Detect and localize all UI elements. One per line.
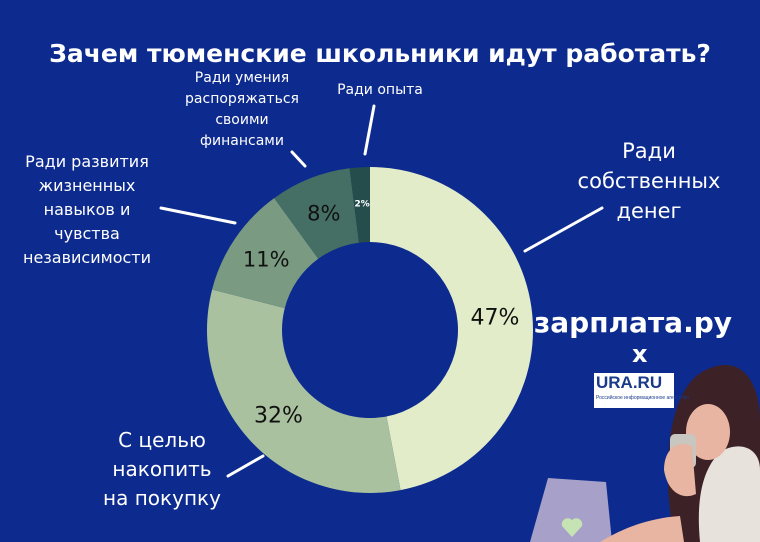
label-line: Ради умения bbox=[194, 70, 290, 86]
label-finances: Ради умения распоряжаться своими финанса… bbox=[172, 68, 312, 152]
label-life-skills: Ради развития жизненных навыков и чувств… bbox=[12, 150, 162, 270]
label-line: своими bbox=[215, 112, 269, 128]
pointer-own-money bbox=[523, 206, 604, 253]
value-label-life-skills: 11% bbox=[243, 247, 290, 271]
label-experience: Ради опыта bbox=[325, 80, 435, 100]
times-sign: x bbox=[632, 340, 648, 368]
label-line: независимости bbox=[22, 248, 151, 267]
illustration-person bbox=[530, 365, 760, 542]
label-line: Ради развития bbox=[25, 152, 149, 171]
ura-logo: URA.RU Российское информационное агентст… bbox=[594, 373, 689, 408]
pointer-save-for-purchase bbox=[226, 454, 265, 478]
value-label-finances: 8% bbox=[307, 201, 340, 225]
pointer-life-skills bbox=[159, 206, 237, 225]
slice-life-skills bbox=[212, 198, 319, 309]
label-line: навыков и bbox=[43, 200, 131, 219]
label-line: на покупку bbox=[103, 486, 221, 510]
label-line: жизненных bbox=[38, 176, 136, 195]
label-line: накопить bbox=[112, 457, 212, 481]
value-label-own-money: 47% bbox=[470, 306, 519, 331]
chart-title: Зачем тюменские школьники идут работать? bbox=[49, 38, 711, 68]
ura-logo-subtitle: Российское информационное агентство bbox=[596, 395, 689, 401]
value-label-save-for-purchase: 32% bbox=[254, 403, 303, 428]
label-line: Ради опыта bbox=[337, 82, 423, 98]
zarplata-logo-text: зарплата.ру bbox=[534, 306, 733, 339]
slice-finances bbox=[274, 168, 359, 259]
slice-own-money bbox=[370, 167, 534, 491]
zarplata-logo: зарплата.ру bbox=[534, 306, 732, 339]
label-save-for-purchase: С целью накопить на покупку bbox=[92, 426, 232, 513]
label-line: С целью bbox=[118, 428, 206, 452]
label-line: финансами bbox=[200, 133, 284, 149]
slice-save-for-purchase bbox=[207, 289, 401, 493]
label-line: распоряжаться bbox=[185, 91, 299, 107]
value-label-experience: 2% bbox=[354, 200, 369, 210]
label-line: собственных bbox=[577, 169, 721, 193]
pointer-experience bbox=[363, 104, 376, 156]
label-line: Ради bbox=[622, 139, 676, 163]
ura-logo-text: URA.RU bbox=[596, 373, 663, 392]
label-own-money: Ради собственных денег bbox=[574, 136, 724, 226]
slice-experience bbox=[349, 167, 370, 243]
pointer-finances bbox=[290, 150, 307, 168]
label-line: денег bbox=[616, 199, 682, 223]
label-line: чувства bbox=[54, 224, 120, 243]
